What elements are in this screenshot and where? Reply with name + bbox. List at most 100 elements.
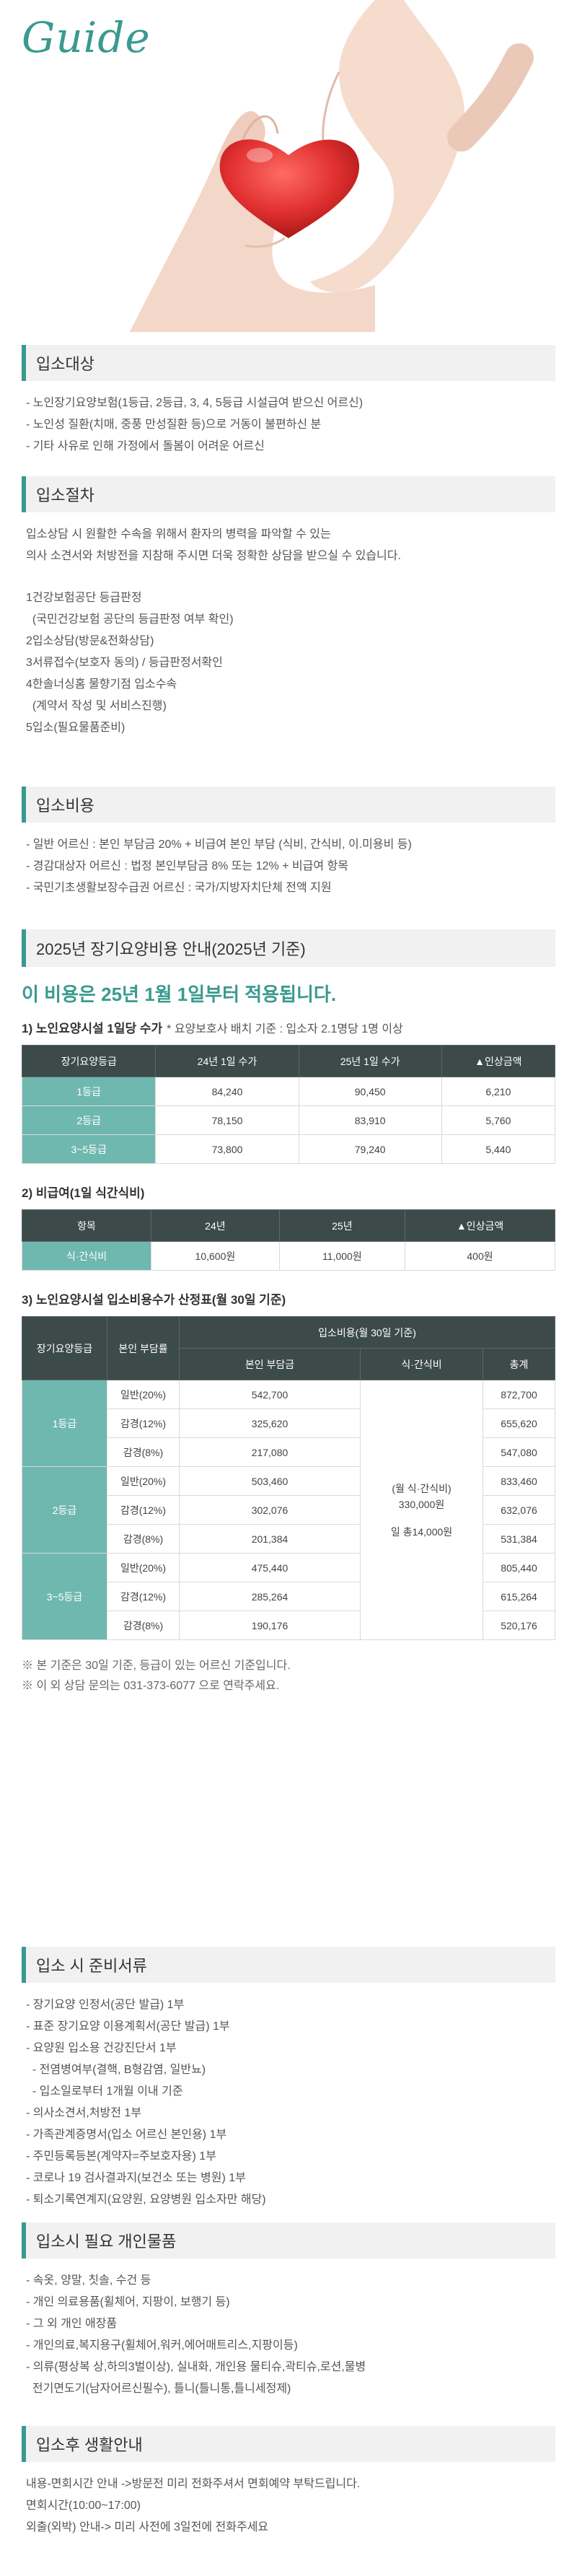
step-item: (국민건강보험 공단의 등급판정 여부 확인) [26,613,234,626]
guide-title: Guide [22,13,151,62]
intro-text: 입소상담 시 원활한 수속을 위해서 환자의 병력을 파악할 수 있는 [26,528,331,540]
table-cell: 73,800 [155,1134,299,1164]
section-title: 입소시 필요 개인물품 [36,2233,177,2251]
grade-cell: 2등급 [22,1466,107,1554]
list-item: 외출(외박) 안내-> 미리 사전에 3일전에 전화주세요 [26,2521,269,2533]
list-item: - 의사소견서,처방전 1부 [26,2107,142,2119]
step-item: 5입소(필요물품준비) [26,722,125,734]
list-item: - 일반 어르신 : 본인 부담금 20% + 비급여 본인 부담 (식비, 간… [26,838,412,851]
table-row: 1등급 84,240 90,450 6,210 [21,1077,556,1106]
monthly-fee-table: 장기요양등급 본인 부담률 입소비용(월 30일 기준) 본인 부담금 식·간식… [22,1316,555,1640]
section-body: - 장기요양 인정서(공단 발급) 1부 - 표준 장기요양 이용계획서(공단 … [22,1983,555,2211]
table-row: 2등급 일반(20%) 503,460 833,460 [22,1466,555,1554]
step-item: 3서류접수(보호자 동의) / 등급판정서확인 [26,657,223,669]
table-cell: 감경(8%) [107,1611,180,1640]
meal-fee-table: 항목 24년 25년 ▲인상금액 식·간식비 10,600원 11,000원 4… [21,1209,555,1271]
table-row: 3~5등급 일반(20%) 475,440 805,440 [22,1553,555,1640]
section-admission-target: 입소대상 - 노인장기요양보험(1등급, 2등급, 3, 4, 5등급 시설급여… [22,345,555,457]
section-header: 입소절차 [22,476,555,512]
list-item: - 기타 사유로 인해 가정에서 돌봄이 어려운 어르신 [26,440,265,452]
table-cell: 감경(12%) [107,1409,180,1438]
spacer [26,567,551,587]
step-item: (계약서 작성 및 서비스진행) [26,700,167,712]
footnote: ※ 본 기준은 30일 기준, 등급이 있는 어르신 기준입니다. [22,1660,291,1672]
section-header: 입소후 생활안내 [22,2426,555,2462]
list-item: - 가족관계증명서(입소 어르신 본인용) 1부 [26,2129,227,2141]
table-row: 감경(12%) 302,076 632,076 [22,1495,555,1525]
table-cell: 805,440 [483,1553,555,1582]
table-row: 감경(12%) 285,264 615,264 [22,1582,555,1611]
table1-title: 1) 노인요양시설 1일당 수가 * 요양보호사 배치 기준 : 입소자 2.1명… [22,1018,555,1036]
column-header: ▲인상금액 [441,1045,556,1077]
table-row: 2등급 78,150 83,910 5,760 [21,1105,556,1135]
footnote: ※ 이 외 상담 문의는 031-373-6077 으로 연락주세요. [22,1680,280,1692]
table1-note: * 요양보호사 배치 기준 : 입소자 2.1명당 1명 이상 [167,1023,403,1035]
table-cell: 5,440 [441,1134,556,1164]
section-title: 입소비용 [36,797,94,815]
table-cell: 542,700 [179,1380,361,1409]
grade-cell: 2등급 [21,1105,157,1135]
table-cell: 일반(20%) [107,1380,180,1409]
list-item: 내용-면회시간 안내 ->방문전 미리 전화주셔서 면회예약 부탁드립니다. [26,2478,361,2490]
column-header: 25년 1일 수가 [298,1045,442,1077]
table-header-row: 본인 부담금 식·간식비 총계 [22,1348,555,1380]
list-item: - 표준 장기요양 이용계획서(공단 발급) 1부 [26,2020,230,2033]
heart-icon [219,139,360,238]
list-item: 전기면도기(남자어르신필수), 틀니(틀니통,틀니세정제) [26,2383,291,2395]
section-fee-guide: 2025년 장기요양비용 안내(2025년 기준) 이 비용은 25년 1월 1… [21,929,556,1696]
list-item: 면회시간(10:00~17:00) [26,2500,141,2512]
table-header-row: 장기요양등급 24년 1일 수가 25년 1일 수가 ▲인상금액 [21,1045,556,1077]
table-cell: 일반(20%) [107,1553,180,1582]
meal-cost-cell: (월 식·간식비) 330,000원 일 총14,000원 [360,1380,483,1640]
intro-text: 의사 소견서와 처방전을 지참해 주시면 더욱 정확한 상담을 받으실 수 있습… [26,550,401,562]
table-cell: 190,176 [179,1611,361,1640]
column-header: 본인 부담률 [107,1316,180,1380]
list-item: - 속옷, 양말, 칫솔, 수건 등 [26,2274,151,2287]
table-cell: 531,384 [483,1524,555,1554]
grade-cell: 3~5등급 [22,1553,107,1640]
hands-heart-image [130,0,534,332]
meal-cost-line: (월 식·간식비) [392,1482,452,1494]
table-cell: 872,700 [483,1380,555,1409]
apply-notice: 이 비용은 25년 1월 1일부터 적용됩니다. [22,983,337,1005]
list-item: - 개인의료,복지용구(휠체어,워커,에어매트리스,지팡이등) [26,2339,298,2352]
section-title: 입소절차 [36,486,94,504]
grade-cell: 1등급 [21,1077,157,1106]
table-cell: 520,176 [483,1611,555,1640]
section-header: 2025년 장기요양비용 안내(2025년 기준) [22,929,555,967]
column-header: 본인 부담금 [179,1348,361,1380]
table-row: 감경(8%) 217,080 547,080 [22,1437,555,1467]
table-cell: 5,760 [441,1105,556,1135]
section-title: 입소후 생활안내 [36,2436,143,2454]
hero-banner: Guide [0,0,577,332]
list-item: - 국민기초생활보장수급권 어르신 : 국가/지방자치단체 전액 지원 [26,882,332,894]
table-cell: 79,240 [298,1134,442,1164]
table-cell: 90,450 [298,1077,442,1106]
column-header: 항목 [21,1209,152,1242]
list-item: - 주민등록등본(계약자=주보호자용) 1부 [26,2150,216,2163]
step-item: 2입소상담(방문&전화상담) [26,635,154,647]
column-header: 장기요양등급 [21,1045,157,1077]
section-header: 입소비용 [22,787,555,823]
table-cell: 감경(12%) [107,1495,180,1525]
list-item: - 전염병여부(결핵, B형감염, 일반뇨) [26,2064,206,2076]
table2-title: 2) 비급여(1일 식간식비) [22,1186,145,1200]
table-header-row: 장기요양등급 본인 부담률 입소비용(월 30일 기준) [22,1316,555,1380]
table-row: 3~5등급 73,800 79,240 5,440 [21,1134,556,1164]
section-body: 입소상담 시 원활한 수속을 위해서 환자의 병력을 파악할 수 있는 의사 소… [22,512,555,739]
table-cell: 632,076 [483,1495,555,1525]
section-body: - 일반 어르신 : 본인 부담금 20% + 비급여 본인 부담 (식비, 간… [22,823,555,899]
table-cell: 감경(8%) [107,1437,180,1467]
list-item: - 그 외 개인 애장품 [26,2318,118,2330]
grade-cell: 3~5등급 [21,1134,157,1164]
list-item: - 장기요양 인정서(공단 발급) 1부 [26,1999,185,2011]
table-cell: 84,240 [155,1077,299,1106]
table-cell: 10,600원 [151,1241,280,1271]
table-cell: 78,150 [155,1105,299,1135]
table-cell: 615,264 [483,1582,555,1611]
table-row: 1등급 일반(20%) 542,700 (월 식·간식비) 330,000원 일… [22,1380,555,1640]
footnotes: ※ 본 기준은 30일 기준, 등급이 있는 어르신 기준입니다. ※ 이 외 … [22,1656,555,1696]
list-item: - 코로나 19 검사결과지(보건소 또는 병원) 1부 [26,2172,246,2184]
section-admission-cost: 입소비용 - 일반 어르신 : 본인 부담금 20% + 비급여 본인 부담 (… [22,787,555,899]
